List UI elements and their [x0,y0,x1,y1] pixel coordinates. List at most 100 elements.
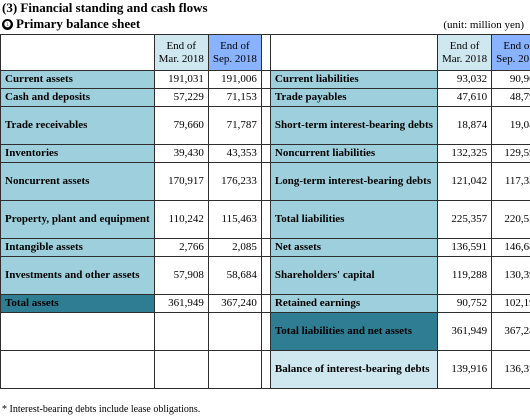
row-label-total: Total assets [0,294,155,313]
row-label: Current liabilities [269,70,438,89]
value-mar: 361,949 [436,312,493,351]
col-header-line: Mar. 2018 [441,52,488,65]
subtitle-text: Primary balance sheet [16,16,141,31]
row-label: Noncurrent assets [0,162,155,201]
value-sep: 130,393 [491,256,530,295]
value-sep: 58,684 [207,256,262,295]
row-label: Noncurrent liabilities [269,144,438,163]
col-header-line: Sep. 2018 [496,52,530,65]
value-mar: 93,032 [436,70,493,89]
table-row: Total assets 361,949 367,240 Retained ea… [0,294,530,313]
empty-cell [207,350,262,389]
value-mar: 110,242 [153,200,209,239]
value-sep: 117,338 [491,162,530,201]
value-mar: 90,752 [436,294,493,313]
row-label: Retained earnings [269,294,438,313]
empty-cell [153,350,209,389]
value-sep: 102,194 [491,294,530,313]
table-row: Current assets 191,031 191,006 Current l… [0,70,530,89]
column-gap [260,238,271,257]
value-mar: 225,357 [436,200,493,239]
value-sep: 146,683 [491,238,530,257]
row-label: Trade receivables [0,106,155,145]
col-header-sep-2018: End of Sep. 2018 [207,34,262,71]
value-sep: 367,240 [491,312,530,351]
value-mar: 361,949 [153,294,209,313]
column-gap [260,200,271,239]
header-row: End of Mar. 2018 End of Sep. 2018 End of… [0,34,530,71]
empty-cell [207,312,262,351]
header-corner-left [0,34,155,71]
value-mar: 57,229 [153,88,209,107]
circled-number-icon: ❶ [2,18,13,30]
empty-cell [153,312,209,351]
unit-label: (unit: million yen) [443,19,524,31]
column-gap [260,88,271,107]
empty-cell [0,350,155,389]
table-row: Balance of interest-bearing debts 139,91… [0,350,530,389]
value-sep: 43,353 [207,144,262,163]
value-mar: 79,660 [153,106,209,145]
col-header-line: Mar. 2018 [158,52,204,65]
value-mar: 18,874 [436,106,493,145]
value-mar: 119,288 [436,256,493,295]
value-sep: 48,798 [491,88,530,107]
table-row: Total liabilities and net assets 361,949… [0,312,530,351]
value-mar: 47,610 [436,88,493,107]
row-label-balance: Balance of interest-bearing debts [269,350,438,389]
value-sep: 176,233 [207,162,262,201]
table-row: Trade receivables 79,660 71,787 Short-te… [0,106,530,145]
column-gap [260,34,271,71]
balance-sheet-table: End of Mar. 2018 End of Sep. 2018 End of… [0,34,530,389]
value-sep: 71,787 [207,106,262,145]
value-sep: 115,463 [207,200,262,239]
header-corner-right [269,34,438,71]
value-mar: 57,908 [153,256,209,295]
col-header-line: End of [220,39,250,52]
value-sep: 19,040 [491,106,530,145]
col-header-mar-2018: End of Mar. 2018 [153,34,209,71]
value-sep: 191,006 [207,70,262,89]
table-row: Noncurrent assets 170,917 176,233 Long-t… [0,162,530,201]
table-row: Intangible assets 2,766 2,085 Net assets… [0,238,530,257]
row-label-total: Total liabilities and net assets [269,312,438,351]
table-row: Inventories 39,430 43,353 Noncurrent lia… [0,144,530,163]
table-row: Cash and deposits 57,229 71,153 Trade pa… [0,88,530,107]
value-mar: 2,766 [153,238,209,257]
value-sep: 367,240 [207,294,262,313]
column-gap [260,106,271,145]
empty-cell [0,312,155,351]
sheet-subtitle: ❶ Primary balance sheet [2,16,140,32]
section-title: (3) Financial standing and cash flows [2,0,208,15]
row-label: Cash and deposits [0,88,155,107]
column-gap [260,294,271,313]
value-mar: 191,031 [153,70,209,89]
row-label: Investments and other assets [0,256,155,295]
row-label: Trade payables [269,88,438,107]
footnote: * Interest-bearing debts include lease o… [2,404,201,415]
row-label: Shareholders' capital [269,256,438,295]
col-header-line: End of [503,39,530,52]
col-header-mar-2018: End of Mar. 2018 [436,34,493,71]
value-sep: 220,556 [491,200,530,239]
column-gap [260,70,271,89]
value-mar: 121,042 [436,162,493,201]
row-label: Property, plant and equipment [0,200,155,239]
column-gap [260,162,271,201]
value-sep: 136,378 [491,350,530,389]
row-label: Total liabilities [269,200,438,239]
value-mar: 132,325 [436,144,493,163]
row-label: Short-term interest-bearing debts [269,106,438,145]
value-sep: 71,153 [207,88,262,107]
column-gap [260,144,271,163]
table-row: Property, plant and equipment 110,242 11… [0,200,530,239]
value-sep: 2,085 [207,238,262,257]
col-header-line: End of [449,39,480,52]
table-row: Investments and other assets 57,908 58,6… [0,256,530,295]
col-header-line: Sep. 2018 [212,52,257,65]
row-label: Current assets [0,70,155,89]
value-sep: 90,962 [491,70,530,89]
value-mar: 170,917 [153,162,209,201]
value-mar: 39,430 [153,144,209,163]
row-label: Net assets [269,238,438,257]
